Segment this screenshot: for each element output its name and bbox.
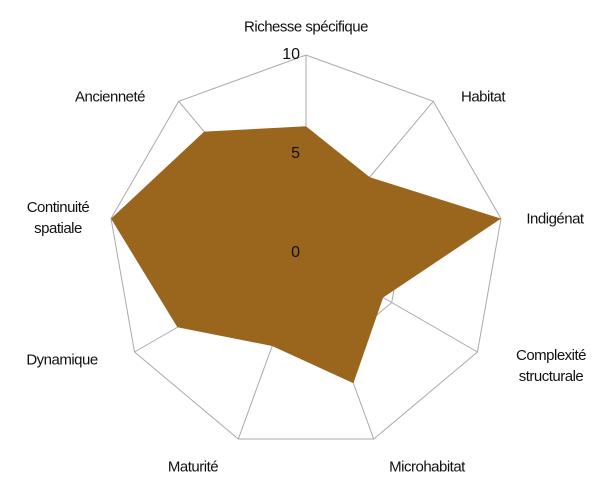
tick-label: 5 xyxy=(291,145,300,162)
category-label: Complexité structurale xyxy=(515,347,587,385)
tick-label: 0 xyxy=(291,244,300,261)
category-label: Richesse spécifique xyxy=(244,18,368,36)
category-label: Dynamique xyxy=(26,351,98,369)
category-label: Continuité spatiale xyxy=(26,199,90,237)
category-label: Ancienneté xyxy=(74,88,146,106)
data-area xyxy=(111,126,501,384)
category-label: Microhabitat xyxy=(389,458,465,476)
category-label: Indigénat xyxy=(526,210,584,228)
grid-ring xyxy=(110,54,502,440)
category-label: Habitat xyxy=(460,88,506,106)
category-label: Maturité xyxy=(167,458,219,476)
tick-label: 10 xyxy=(282,46,300,63)
